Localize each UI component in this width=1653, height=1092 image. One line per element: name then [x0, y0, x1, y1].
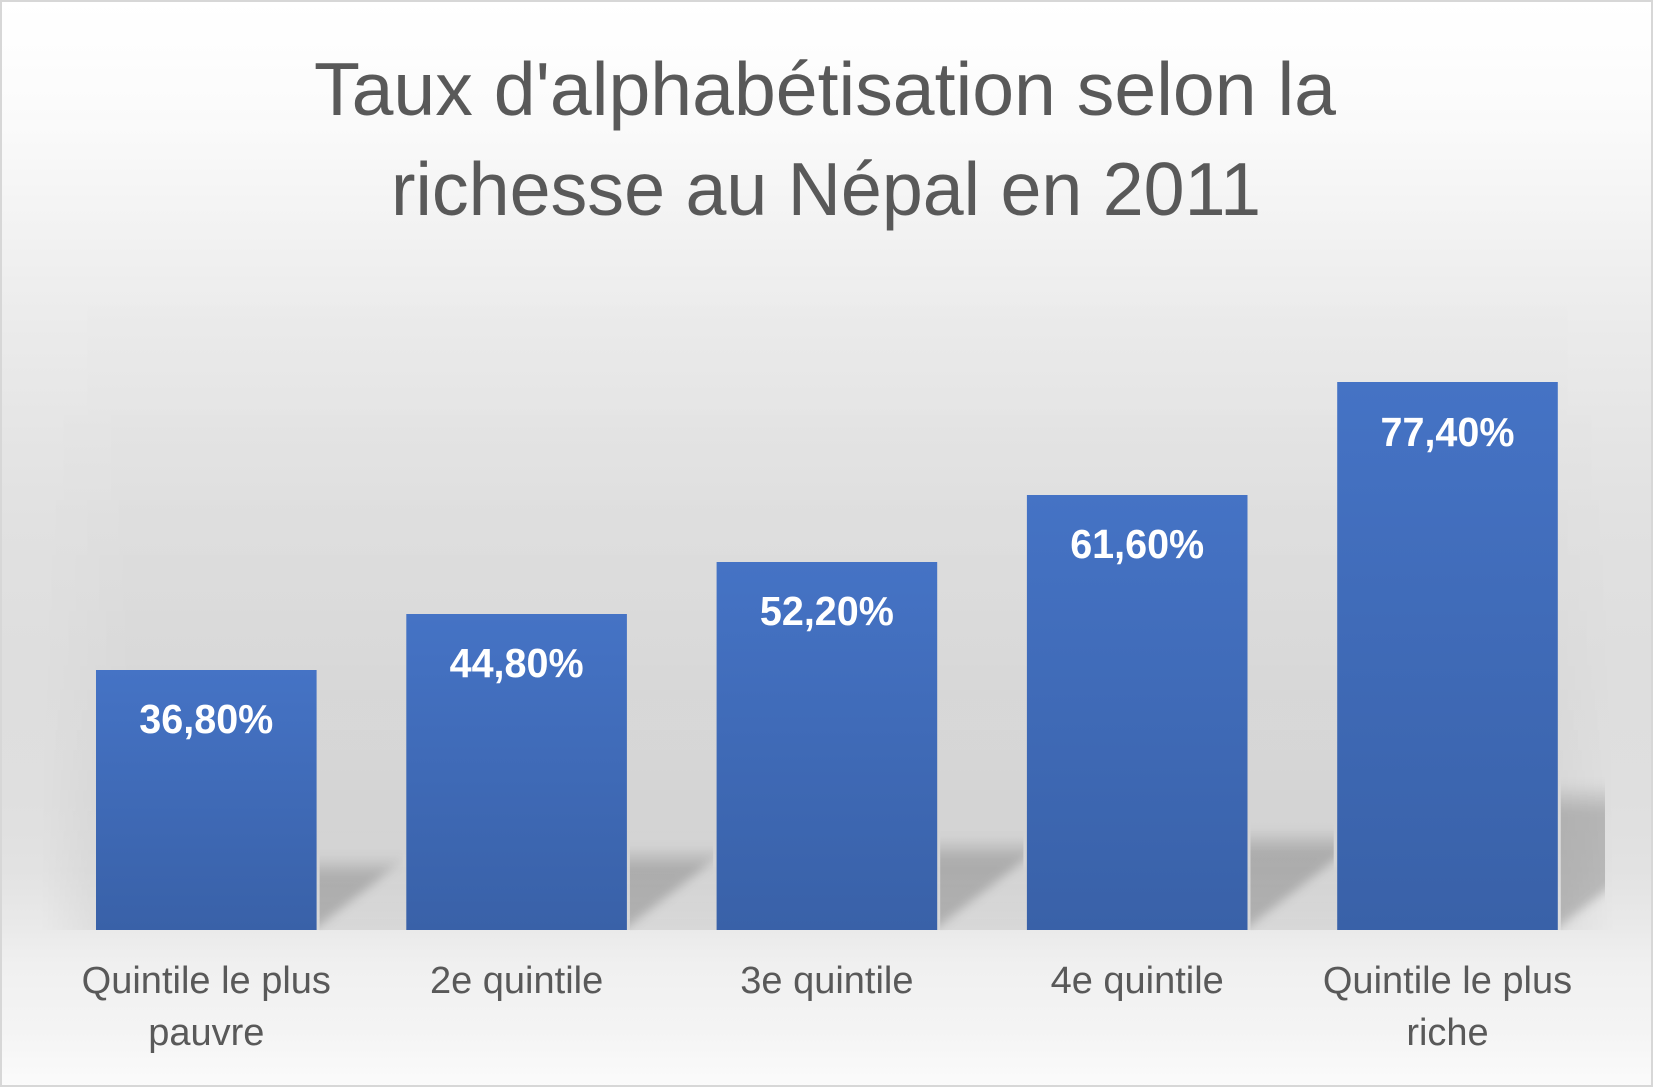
svg-text:2e quintile: 2e quintile: [430, 960, 603, 1002]
svg-text:4e quintile: 4e quintile: [1051, 960, 1224, 1002]
svg-text:44,80%: 44,80%: [450, 640, 584, 686]
svg-text:richesse au Népal en 2011: richesse au Népal en 2011: [391, 147, 1261, 231]
svg-text:pauvre: pauvre: [148, 1012, 264, 1054]
svg-text:Quintile le plus: Quintile le plus: [82, 960, 331, 1002]
svg-text:3e quintile: 3e quintile: [740, 960, 913, 1002]
svg-text:Taux d'alphabétisation selon l: Taux d'alphabétisation selon la: [314, 47, 1336, 131]
svg-text:riche: riche: [1406, 1012, 1488, 1054]
svg-text:Quintile le plus: Quintile le plus: [1323, 960, 1572, 1002]
svg-text:77,40%: 77,40%: [1381, 409, 1515, 455]
svg-text:61,60%: 61,60%: [1070, 521, 1204, 567]
svg-text:52,20%: 52,20%: [760, 588, 894, 634]
svg-text:36,80%: 36,80%: [139, 696, 273, 742]
